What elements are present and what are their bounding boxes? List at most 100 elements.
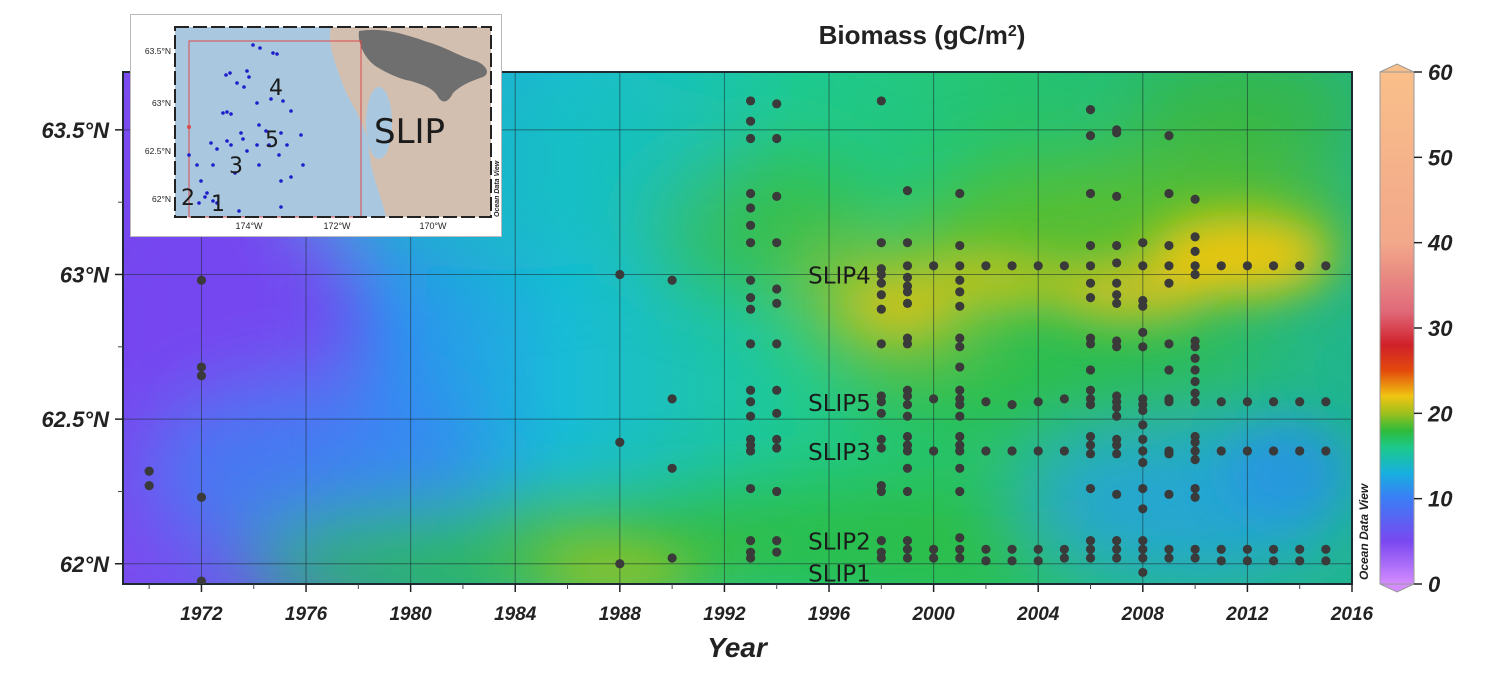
inset-red-marker — [187, 125, 191, 129]
sample-point — [1059, 261, 1069, 271]
inset-station-label-1: 1 — [211, 192, 225, 217]
sample-point — [1190, 397, 1200, 407]
sample-point — [1112, 449, 1122, 459]
inset-border — [174, 26, 492, 218]
sample-point — [1190, 261, 1200, 271]
sample-point — [955, 446, 965, 456]
sample-point — [1242, 544, 1253, 554]
sample-point — [955, 287, 965, 297]
inset-station-dot — [187, 153, 191, 157]
sample-point — [745, 483, 756, 494]
inset-station-dot — [279, 205, 283, 209]
x-tick-label: 2012 — [1225, 604, 1269, 625]
sample-point — [955, 544, 965, 554]
inset-station-dot — [195, 163, 199, 167]
sample-point — [1085, 188, 1096, 199]
inset-lat-label: 63°N — [152, 98, 171, 108]
sample-point — [1190, 492, 1200, 502]
sample-point — [1138, 342, 1148, 352]
inset-station-dot — [215, 147, 219, 151]
site-label-slip1: SLIP1 — [808, 561, 871, 587]
colorbar-tick-label: 30 — [1428, 316, 1453, 341]
sample-point — [955, 553, 965, 563]
sample-point — [876, 96, 886, 106]
sample-point — [745, 220, 756, 230]
inset-station-dot — [209, 141, 213, 145]
inset-station-dot — [239, 131, 243, 135]
sample-point — [1216, 261, 1226, 271]
sample-point — [902, 411, 913, 421]
sample-point — [1007, 261, 1017, 271]
sample-point — [745, 188, 756, 199]
inset-station-dot — [242, 85, 246, 89]
sample-point — [772, 133, 782, 144]
inset-station-dot — [289, 175, 293, 179]
sample-point — [902, 400, 913, 410]
inset-lon-label: 170°W — [419, 221, 447, 231]
inset-station-dot — [251, 43, 255, 47]
sample-point — [745, 339, 756, 349]
sample-point — [745, 203, 756, 213]
sample-point — [955, 400, 965, 410]
sample-point — [1321, 556, 1331, 566]
sample-point — [667, 553, 677, 563]
sample-point — [1138, 420, 1148, 430]
sample-point — [1085, 293, 1096, 303]
sample-point — [1268, 397, 1279, 407]
site-label-slip2: SLIP2 — [808, 530, 871, 556]
sample-point — [1138, 457, 1148, 468]
colorbar-tick-label: 40 — [1427, 231, 1453, 256]
inset-lon-label: 172°W — [323, 221, 351, 231]
inset-station-dot — [225, 139, 229, 143]
inset-station-dot — [277, 153, 281, 157]
sample-point — [1112, 489, 1122, 499]
sample-point — [876, 339, 886, 349]
inset-lat-ticks: 63.5°N 63°N 62.5°N 62°N — [145, 46, 171, 204]
sample-point — [1112, 191, 1122, 201]
sample-point — [1059, 553, 1069, 563]
sample-point — [1164, 278, 1174, 288]
sample-point — [1190, 365, 1200, 375]
sample-point — [955, 240, 965, 251]
sample-point — [1321, 261, 1331, 271]
sample-point — [1112, 258, 1122, 268]
sample-point — [1295, 397, 1305, 407]
inset-lat-label: 62°N — [152, 194, 171, 204]
inset-station-dot — [211, 163, 215, 167]
sample-point — [955, 533, 965, 543]
sample-point — [1164, 449, 1174, 459]
inset-station-dot — [269, 97, 273, 101]
sample-point — [902, 544, 913, 554]
colorbar-top-cap — [1379, 63, 1415, 73]
colorbar-bottom-cap — [1379, 583, 1415, 593]
inset-station-dot — [229, 143, 233, 147]
sample-point — [1190, 388, 1200, 398]
sample-point — [1138, 536, 1148, 546]
sample-point — [1059, 446, 1069, 456]
sample-point — [1190, 342, 1200, 352]
sample-point — [1164, 188, 1174, 199]
sample-point — [1321, 397, 1331, 407]
sample-point — [1190, 553, 1200, 563]
sample-point — [1112, 278, 1122, 288]
sample-point — [196, 371, 207, 381]
sample-point — [1268, 544, 1279, 554]
sample-point — [955, 463, 965, 473]
sample-point — [1216, 446, 1226, 456]
sample-point — [1190, 455, 1200, 465]
sample-point — [772, 486, 782, 497]
sample-point — [1138, 483, 1148, 494]
sample-point — [1164, 397, 1174, 407]
sample-point — [196, 576, 207, 584]
x-tick-label: 1992 — [703, 604, 746, 625]
inset-station-dot — [233, 171, 237, 175]
x-tick-label: 2004 — [1016, 604, 1060, 625]
inset-station-dot — [299, 133, 303, 137]
sample-point — [1295, 544, 1305, 554]
inset-station-label-5: 5 — [265, 128, 279, 153]
sample-point — [876, 486, 886, 497]
inset-station-dot — [255, 101, 259, 105]
sample-point — [981, 261, 991, 271]
